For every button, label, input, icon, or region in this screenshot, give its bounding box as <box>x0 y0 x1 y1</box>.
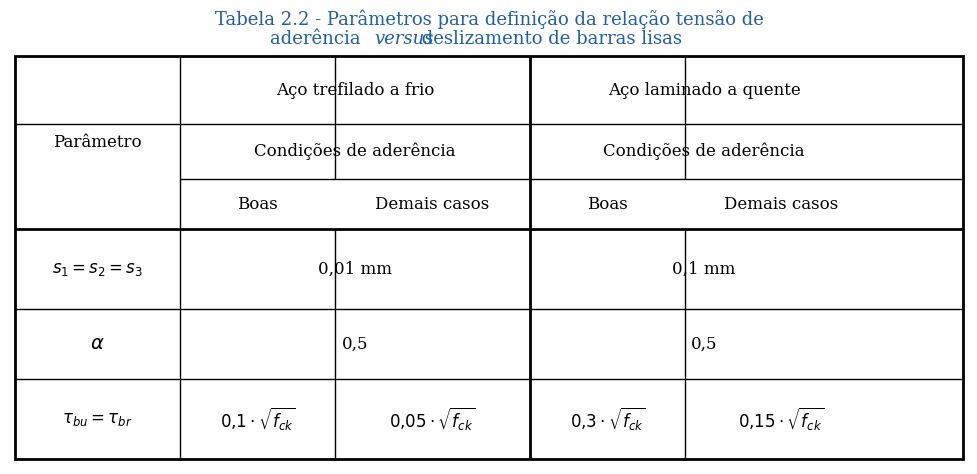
Text: $0{,}3\cdot\sqrt{f_{ck}}$: $0{,}3\cdot\sqrt{f_{ck}}$ <box>569 405 645 433</box>
Text: $\tau_{bu} = \tau_{br}$: $\tau_{bu} = \tau_{br}$ <box>63 410 133 428</box>
Text: Aço trefilado a frio: Aço trefilado a frio <box>276 82 434 99</box>
Text: 0,5: 0,5 <box>690 336 716 353</box>
Text: $0{,}15\cdot\sqrt{f_{ck}}$: $0{,}15\cdot\sqrt{f_{ck}}$ <box>738 405 824 433</box>
Text: $0{,}05\cdot\sqrt{f_{ck}}$: $0{,}05\cdot\sqrt{f_{ck}}$ <box>389 405 475 433</box>
Text: 0,01 mm: 0,01 mm <box>318 261 392 277</box>
Text: Parâmetro: Parâmetro <box>53 134 142 151</box>
Text: Tabela 2.2 - Parâmetros para definição da relação tensão de: Tabela 2.2 - Parâmetros para definição d… <box>214 9 763 29</box>
Text: Demais casos: Demais casos <box>724 195 837 212</box>
Text: 0,5: 0,5 <box>341 336 368 353</box>
Text: 0,1 mm: 0,1 mm <box>671 261 735 277</box>
Text: deslizamento de barras lisas: deslizamento de barras lisas <box>415 30 681 48</box>
Text: Demais casos: Demais casos <box>375 195 489 212</box>
Text: Condições de aderência: Condições de aderência <box>254 143 455 160</box>
Text: $s_1 = s_2 = s_3$: $s_1 = s_2 = s_3$ <box>52 261 143 277</box>
Text: Boas: Boas <box>586 195 627 212</box>
Text: Aço laminado a quente: Aço laminado a quente <box>607 82 799 99</box>
Text: Boas: Boas <box>236 195 277 212</box>
Text: $\alpha$: $\alpha$ <box>90 335 105 353</box>
Text: $0{,}1\cdot\sqrt{f_{ck}}$: $0{,}1\cdot\sqrt{f_{ck}}$ <box>220 405 295 433</box>
Text: Condições de aderência: Condições de aderência <box>603 143 804 160</box>
Text: aderência: aderência <box>270 30 366 48</box>
Text: versus: versus <box>373 30 433 48</box>
